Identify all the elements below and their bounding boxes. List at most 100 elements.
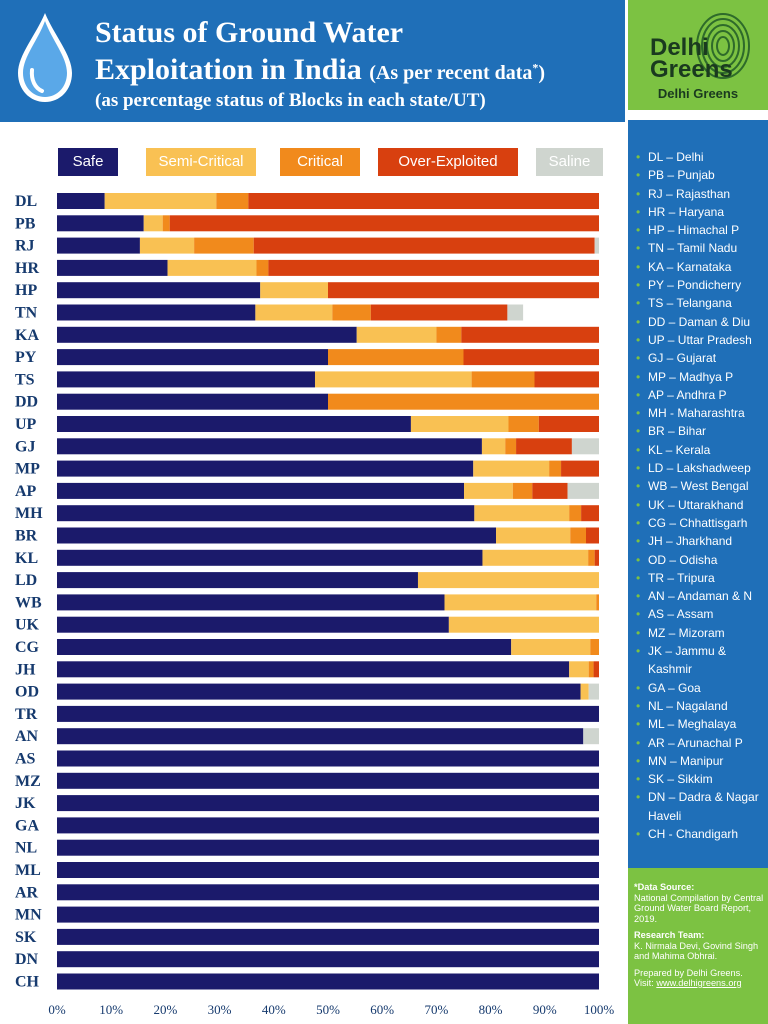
- website-link[interactable]: www.delhigreens.org: [656, 978, 742, 988]
- bar-segment-wb-semi-critical: [444, 594, 597, 611]
- bar-segment-od-safe: [57, 683, 581, 700]
- category-label: PY: [15, 349, 37, 366]
- page-title-line2: Exploitation in India (As per recent dat…: [95, 53, 545, 87]
- bar-segment-ap-safe: [57, 482, 465, 499]
- data-source-heading: *Data Source:: [634, 882, 695, 892]
- bar-segment-pb-safe: [57, 215, 144, 232]
- bar-segment-rj-over-exploited: [253, 237, 595, 254]
- bar-segment-tn-safe: [57, 304, 256, 321]
- category-label: LD: [15, 572, 37, 589]
- x-tick-label: 80%: [479, 1002, 503, 1017]
- abbreviation-item: BR – Bihar: [636, 422, 768, 441]
- bar-segment-up-safe: [57, 416, 411, 432]
- abbreviation-item: PB – Punjab: [636, 166, 768, 185]
- x-tick-label: 20%: [153, 1002, 177, 1017]
- legend-item-safe: Safe: [58, 148, 118, 176]
- bar-segment-uk-safe: [57, 616, 449, 633]
- abbreviation-item: DL – Delhi: [636, 148, 768, 167]
- bar-segment-ts-semi-critical: [314, 371, 472, 388]
- bar-segment-py-critical: [328, 349, 464, 366]
- bar-segment-ka-semi-critical: [356, 326, 437, 343]
- category-label: CH: [15, 974, 40, 991]
- abbreviation-item: AN – Andaman & N: [636, 587, 768, 606]
- abbreviation-item: JK – Jammu & Kashmir: [636, 642, 768, 679]
- category-label: OD: [15, 684, 39, 701]
- abbreviation-item: CH - Chandigarh: [636, 825, 768, 844]
- abbreviation-item: OD – Odisha: [636, 551, 768, 570]
- bar-segment-jh-semi-critical: [569, 661, 589, 678]
- title-note-mark: *: [532, 60, 539, 75]
- category-label: HP: [15, 282, 37, 299]
- bar-segment-up-over-exploited: [538, 416, 599, 432]
- bar-segment-wb-safe: [57, 594, 445, 611]
- bar-segment-tn-critical: [332, 304, 371, 321]
- category-label: GJ: [15, 438, 35, 455]
- bar-segment-ap-saline: [567, 482, 599, 499]
- bar-segment-tn-semi-critical: [255, 304, 333, 321]
- bar-segment-ap-critical: [512, 482, 533, 499]
- bar-segment-ts-critical: [471, 371, 535, 388]
- abbreviation-item: GJ – Gujarat: [636, 349, 768, 368]
- bar-segment-jk-safe: [57, 795, 599, 812]
- bar-segment-br-critical: [570, 527, 586, 544]
- bar-segment-mh-safe: [57, 505, 475, 522]
- x-tick-label: 0%: [48, 1002, 66, 1017]
- category-label: DD: [15, 394, 38, 411]
- category-label: CG: [15, 639, 40, 656]
- legend-item-saline: Saline: [536, 148, 603, 176]
- bar-segment-mp-over-exploited: [561, 460, 599, 477]
- bar-segment-jh-critical: [588, 661, 594, 678]
- bar-segment-pb-over-exploited: [169, 215, 599, 232]
- abbreviation-sidebar: DL – DelhiPB – PunjabRJ – RajasthanHR – …: [628, 120, 768, 868]
- bar-segment-an-safe: [57, 728, 584, 745]
- abbreviation-item: DD – Daman & Diu: [636, 313, 768, 332]
- bar-segment-hr-critical: [256, 259, 269, 276]
- bar-segment-wb-critical: [596, 594, 599, 611]
- bar-segment-uk-semi-critical: [448, 616, 599, 633]
- bar-segment-br-semi-critical: [496, 527, 571, 544]
- bar-segment-ga-safe: [57, 817, 599, 834]
- bar-segment-up-semi-critical: [410, 416, 509, 432]
- category-label: RJ: [15, 238, 35, 255]
- bar-segment-py-safe: [57, 349, 328, 366]
- bar-segment-mn-safe: [57, 906, 599, 923]
- abbreviation-item: LD – Lakshadweep: [636, 459, 768, 478]
- abbreviation-item: MP – Madhya P: [636, 368, 768, 387]
- category-label: MP: [15, 461, 40, 478]
- x-tick-label: 70%: [424, 1002, 448, 1017]
- bar-segment-hr-semi-critical: [167, 259, 257, 276]
- abbreviation-item: GA – Goa: [636, 679, 768, 698]
- abbreviation-item: ML – Meghalaya: [636, 715, 768, 734]
- bar-segment-hr-safe: [57, 259, 168, 276]
- legend-item-semi-critical: Semi-Critical: [146, 148, 256, 176]
- bar-segment-gj-safe: [57, 438, 482, 455]
- abbreviation-item: JH – Jharkhand: [636, 532, 768, 551]
- title-note-text: (As per recent data: [369, 62, 533, 84]
- bar-segment-dl-critical: [216, 193, 249, 209]
- bar-segment-dd-critical: [328, 393, 599, 410]
- category-label: DN: [15, 951, 39, 968]
- bar-segment-mp-critical: [549, 460, 562, 477]
- x-tick-label: 60%: [370, 1002, 394, 1017]
- category-label: KL: [15, 550, 38, 567]
- credits-panel: *Data Source: National Compilation by Ce…: [628, 868, 768, 1024]
- bar-segment-as-safe: [57, 750, 599, 767]
- bar-segment-kl-over-exploited: [594, 549, 599, 566]
- bar-segment-nl-safe: [57, 839, 599, 856]
- bar-segment-rj-safe: [57, 237, 140, 254]
- category-label: MH: [15, 505, 43, 522]
- bar-segment-ts-over-exploited: [534, 371, 599, 388]
- x-tick-label: 30%: [208, 1002, 232, 1017]
- title-note: (As per recent data*): [369, 60, 545, 84]
- bar-segment-gj-semi-critical: [481, 438, 506, 455]
- bar-segment-br-over-exploited: [585, 527, 599, 544]
- category-label: KA: [15, 327, 39, 344]
- bar-segment-br-safe: [57, 527, 497, 544]
- abbreviation-list: DL – DelhiPB – PunjabRJ – RajasthanHR – …: [636, 148, 768, 844]
- category-label: PB: [15, 215, 36, 232]
- research-team-text: K. Nirmala Devi, Govind Singh and Mahima…: [634, 940, 759, 962]
- bar-segment-sk-safe: [57, 928, 599, 945]
- abbreviation-item: DN – Dadra & Nagar Haveli: [636, 788, 768, 825]
- abbreviation-item: WB – West Bengal: [636, 477, 768, 496]
- bar-segment-dl-over-exploited: [248, 193, 600, 209]
